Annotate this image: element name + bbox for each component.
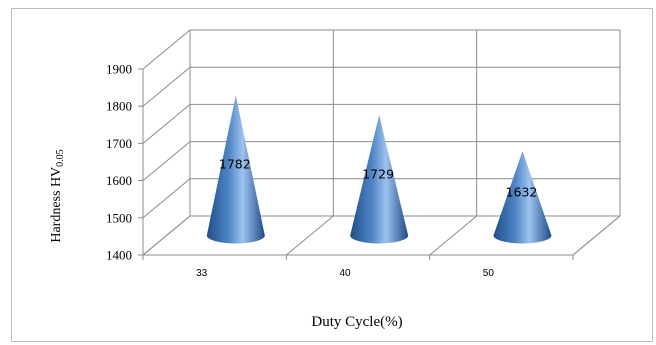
cone-bar bbox=[350, 115, 409, 244]
category-label: 50 bbox=[483, 268, 495, 279]
floor-divider bbox=[572, 215, 621, 256]
y-tick-label: 1400 bbox=[106, 248, 132, 263]
cone-group bbox=[493, 151, 552, 244]
data-label: 1729 bbox=[362, 166, 394, 181]
x-axis-title: Duty Cycle(%) bbox=[311, 314, 402, 330]
gridline-side bbox=[142, 141, 191, 181]
y-tick-label: 1700 bbox=[106, 136, 132, 151]
data-label: 1632 bbox=[506, 184, 538, 199]
cone-group bbox=[206, 95, 265, 244]
cone-bar bbox=[493, 151, 552, 244]
cone-series: 1782 1729 1632 bbox=[206, 95, 552, 244]
category-label: 40 bbox=[339, 268, 351, 279]
gridline-side bbox=[142, 104, 191, 144]
floor-divider bbox=[429, 215, 477, 256]
category-labels: 33 40 50 bbox=[196, 268, 494, 279]
chart-walls bbox=[142, 30, 621, 256]
data-label: 1782 bbox=[219, 156, 251, 171]
chart-frame bbox=[11, 8, 653, 342]
y-tick-label: 1500 bbox=[106, 210, 132, 225]
floor-divider bbox=[142, 215, 191, 256]
y-axis-title-sub: 0.05 bbox=[55, 149, 66, 167]
gridline-side bbox=[142, 29, 191, 70]
y-tick-label: 1900 bbox=[106, 62, 132, 77]
gridlines bbox=[138, 29, 621, 260]
floor-divider bbox=[286, 215, 334, 256]
category-label: 33 bbox=[196, 268, 208, 279]
y-tick-label: 1600 bbox=[106, 173, 132, 188]
cone-group bbox=[350, 115, 409, 244]
gridline-side bbox=[142, 178, 191, 219]
y-tick-labels: 1900 1800 1700 1600 1500 1400 bbox=[106, 62, 132, 263]
cone-bar bbox=[206, 95, 265, 244]
y-axis-title-main: Hardness HV bbox=[49, 167, 64, 243]
y-tick-label: 1800 bbox=[106, 99, 132, 114]
gridline-side bbox=[142, 66, 191, 107]
y-axis-title: Hardness HV0.05 bbox=[49, 149, 66, 242]
